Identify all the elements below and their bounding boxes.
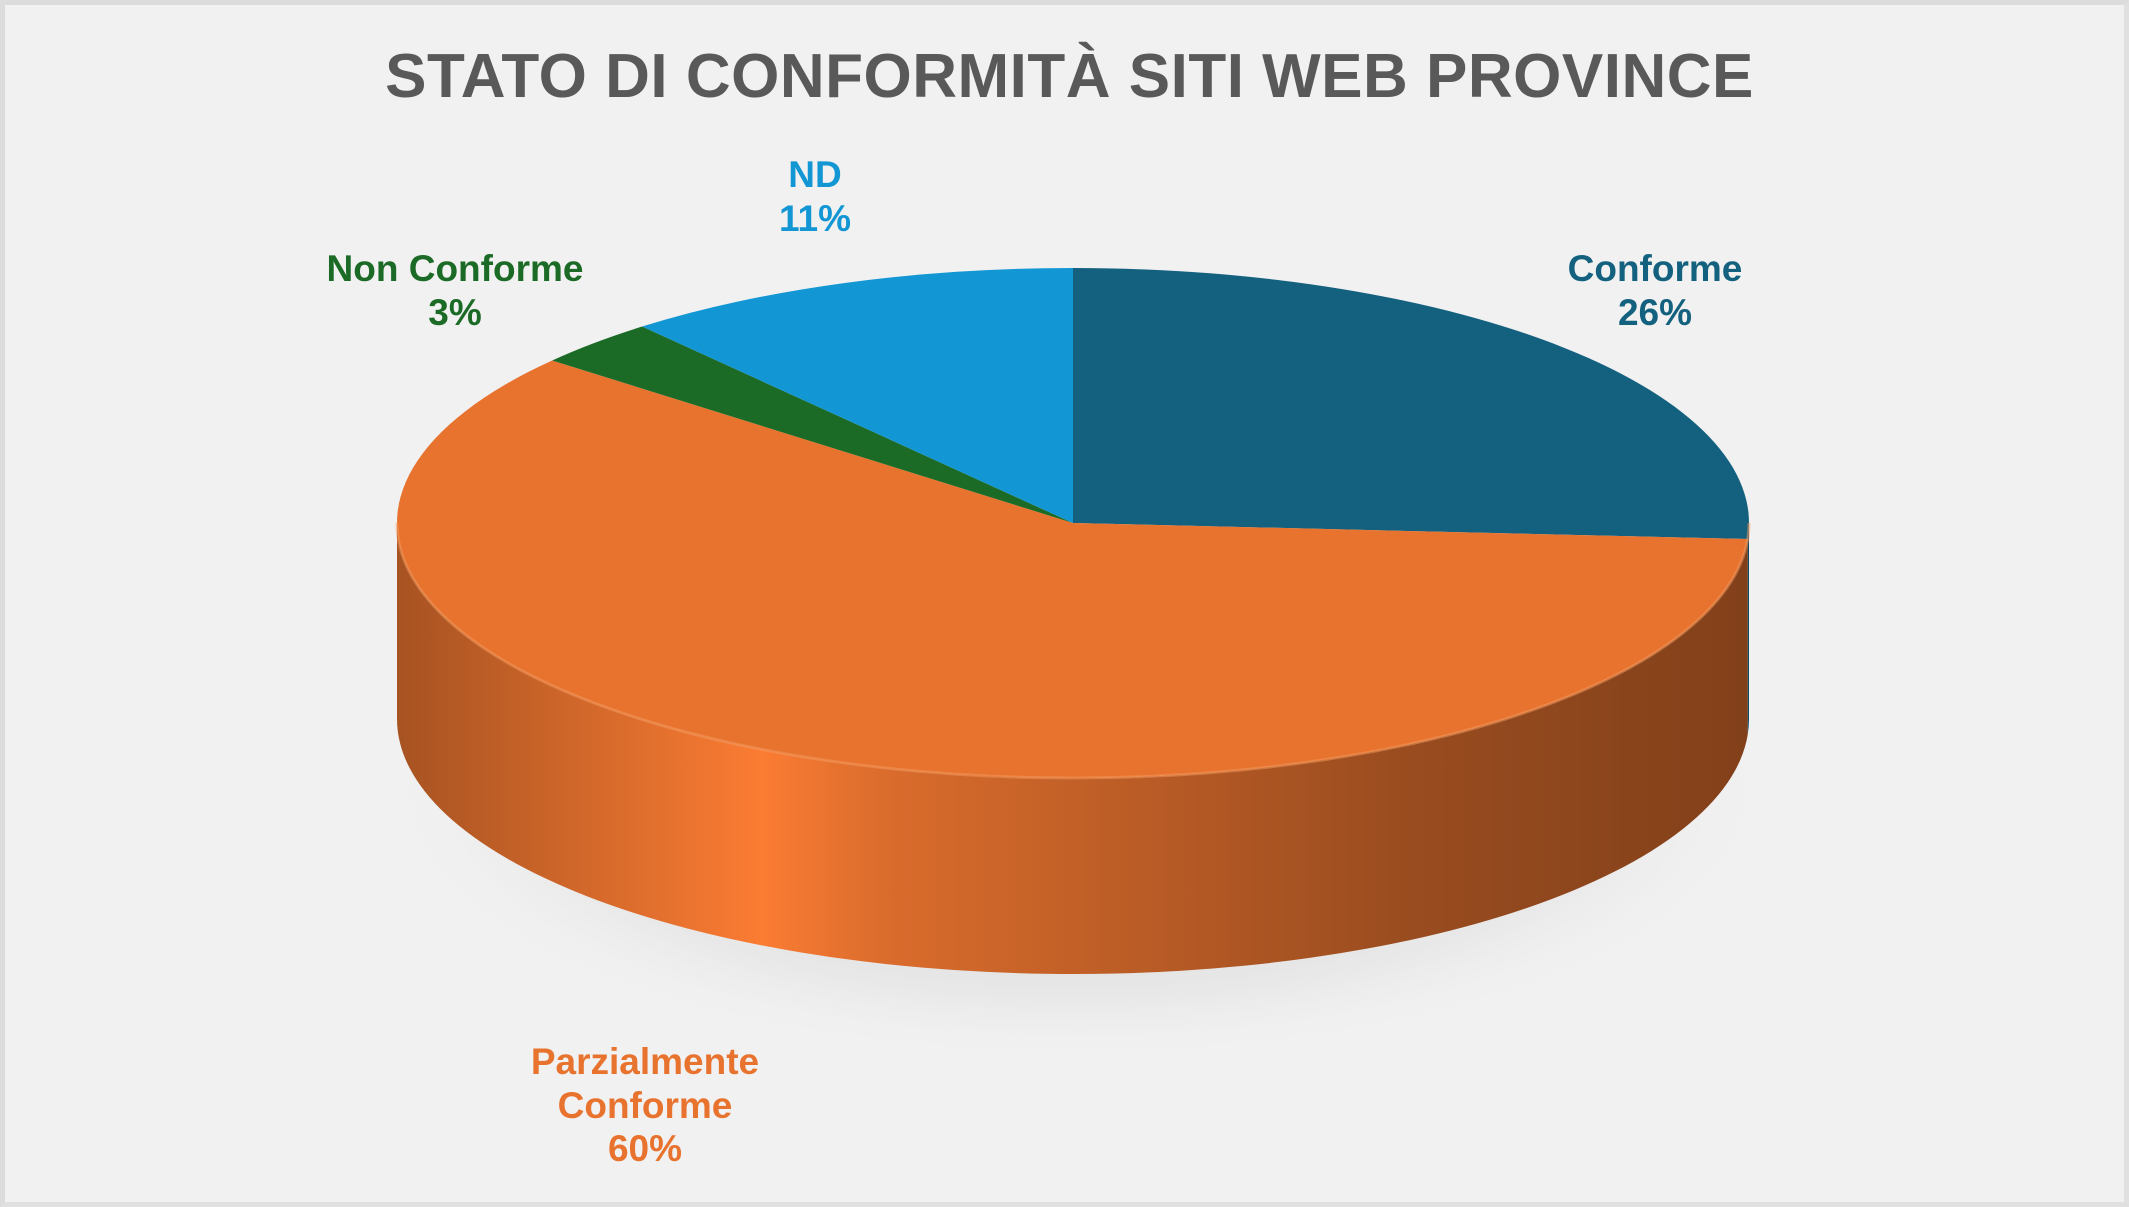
- slice-wall-conforme: [1747, 523, 1750, 736]
- data-label-non-conforme: Non Conforme 3%: [326, 248, 584, 333]
- slice-top-nd: [642, 268, 1073, 523]
- data-label-nd: ND 11%: [778, 154, 851, 239]
- chart-title: STATO DI CONFORMITÀ SITI WEB PROVINCE: [385, 42, 1754, 111]
- data-label-conforme: Conforme 26%: [1567, 248, 1743, 333]
- pie-chart-graphic: [377, 268, 1777, 1063]
- slice-top-conforme: [1073, 268, 1749, 540]
- slice-top-parzialmente-conforme: [396, 360, 1748, 779]
- slice-top-non-conforme: [552, 326, 1073, 523]
- slice-wall-parzialmente-conforme: [397, 523, 1748, 974]
- data-label-parzialmente-conforme: Parzialmente Conforme 60%: [530, 1041, 760, 1170]
- pie-rim-highlight: [395, 522, 1751, 780]
